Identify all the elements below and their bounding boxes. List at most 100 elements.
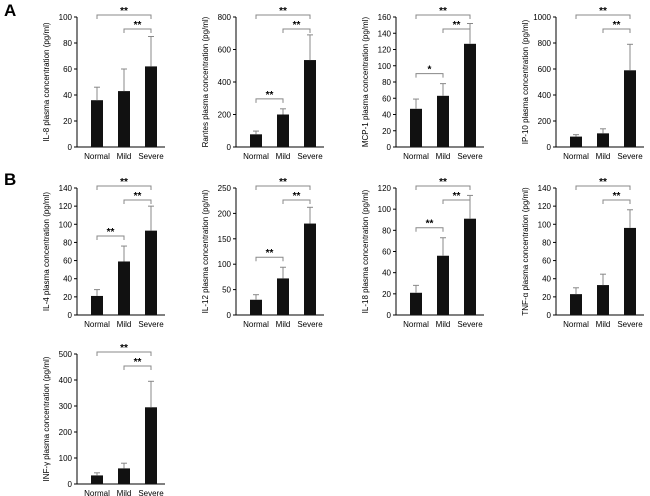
y-tick-label: 0	[387, 143, 392, 152]
y-tick-label: 20	[63, 293, 72, 302]
y-tick-label: 40	[63, 91, 72, 100]
significance-bracket	[123, 365, 152, 370]
significance-marker: **	[613, 191, 621, 202]
bar-severe	[464, 218, 476, 315]
y-tick-label: 400	[59, 376, 73, 385]
bar-normal	[250, 134, 262, 147]
y-tick-label: 20	[382, 290, 391, 299]
y-axis-label: IL-4 plasma concentration (pg/ml)	[42, 192, 51, 312]
y-tick-label: 80	[542, 238, 551, 247]
bar-mild	[437, 255, 449, 315]
x-tick-label: Normal	[563, 152, 589, 161]
x-tick-label: Mild	[117, 152, 132, 161]
significance-bracket	[255, 98, 284, 103]
significance-bracket	[255, 256, 284, 262]
significance-marker: **	[439, 177, 447, 188]
y-axis-label: TNF-α plasma concentration (pg/ml)	[521, 187, 530, 316]
significance-marker: **	[120, 177, 128, 188]
y-axis-label: IL-12 plasma concentration (pg/ml)	[201, 189, 210, 313]
y-tick-label: 100	[59, 454, 73, 463]
y-tick-label: 500	[59, 350, 73, 359]
y-tick-label: 60	[63, 257, 72, 266]
significance-bracket	[442, 199, 471, 204]
y-tick-label: 80	[382, 78, 391, 87]
significance-marker: **	[293, 191, 301, 202]
bar-mild	[597, 285, 609, 315]
y-axis-label: INF-γ plasma concentration (pg/ml)	[42, 356, 51, 481]
y-tick-label: 0	[547, 311, 552, 320]
significance-marker: **	[120, 6, 128, 17]
chart-panel-8: 0 20 40 60 80 100 120 140 TNF-α plasma concentra…	[521, 177, 644, 329]
y-tick-label: 0	[227, 143, 232, 152]
y-tick-label: 0	[547, 143, 552, 152]
y-tick-label: 100	[378, 62, 392, 71]
x-tick-label: Severe	[138, 489, 164, 496]
y-tick-label: 0	[68, 311, 73, 320]
y-tick-label: 20	[542, 293, 551, 302]
significance-marker: **	[599, 6, 607, 17]
significance-marker: **	[293, 20, 301, 31]
bar-normal	[570, 136, 582, 147]
significance-marker: **	[613, 20, 621, 31]
y-tick-label: 140	[59, 184, 73, 193]
bar-normal	[91, 295, 103, 315]
y-tick-label: 60	[382, 94, 391, 103]
y-tick-label: 300	[59, 402, 73, 411]
y-tick-label: 60	[382, 248, 391, 257]
y-tick-label: 60	[542, 257, 551, 266]
x-tick-label: Normal	[84, 152, 110, 161]
y-axis-label: IP-10 plasma concentration (pg/ml)	[521, 19, 530, 144]
y-tick-label: 120	[59, 202, 73, 211]
significance-bracket	[255, 185, 311, 190]
x-tick-label: Mild	[596, 152, 611, 161]
x-tick-label: Severe	[297, 152, 323, 161]
y-tick-label: 400	[538, 91, 552, 100]
y-tick-label: 600	[218, 46, 232, 55]
y-tick-label: 40	[382, 269, 391, 278]
significance-marker: **	[134, 357, 142, 368]
significance-marker: *	[428, 65, 432, 76]
y-axis-label: Rantes plasma concentration (pg/ml)	[201, 16, 210, 147]
bar-severe	[145, 230, 157, 315]
chart-panel-1: 0 20 40 60 80 100 IL-8 plasma concentration (p…	[42, 6, 165, 161]
significance-marker: **	[266, 248, 274, 259]
x-tick-label: Normal	[243, 320, 269, 329]
significance-marker: **	[134, 20, 142, 31]
y-tick-label: 600	[538, 65, 552, 74]
y-axis-label: MCP-1 plasma concentration (pg/ml)	[361, 17, 370, 148]
significance-marker: **	[453, 191, 461, 202]
y-tick-label: 800	[218, 13, 232, 22]
significance-bracket	[282, 28, 311, 33]
y-tick-label: 40	[542, 275, 551, 284]
bar-mild	[437, 95, 449, 147]
significance-bracket	[415, 227, 444, 232]
y-tick-label: 100	[59, 220, 73, 229]
y-axis-label: IL-8 plasma concentration (pg/ml)	[42, 22, 51, 142]
bar-mild	[118, 261, 130, 315]
bar-severe	[304, 223, 316, 315]
x-tick-label: Normal	[84, 320, 110, 329]
significance-bracket	[96, 351, 152, 356]
significance-marker: **	[426, 219, 434, 230]
significance-bracket	[442, 28, 471, 33]
x-tick-label: Mild	[117, 489, 132, 496]
significance-marker: **	[279, 6, 287, 17]
y-tick-label: 120	[538, 202, 552, 211]
significance-bracket	[282, 199, 311, 204]
significance-bracket	[415, 14, 471, 19]
significance-marker: **	[439, 6, 447, 17]
y-tick-label: 50	[222, 286, 231, 295]
x-tick-label: Mild	[117, 320, 132, 329]
bar-severe	[145, 66, 157, 147]
y-tick-label: 800	[538, 39, 552, 48]
y-tick-label: 200	[218, 209, 232, 218]
y-tick-label: 100	[59, 13, 73, 22]
significance-bracket	[575, 14, 631, 19]
bar-mild	[118, 91, 130, 147]
y-tick-label: 100	[218, 260, 232, 269]
bar-mild	[277, 278, 289, 315]
y-tick-label: 80	[63, 39, 72, 48]
x-tick-label: Normal	[403, 152, 429, 161]
chart-panel-7: 0 20 40 60 80 100 120 IL-18 plasma concentratio…	[361, 177, 484, 329]
x-tick-label: Severe	[297, 320, 323, 329]
